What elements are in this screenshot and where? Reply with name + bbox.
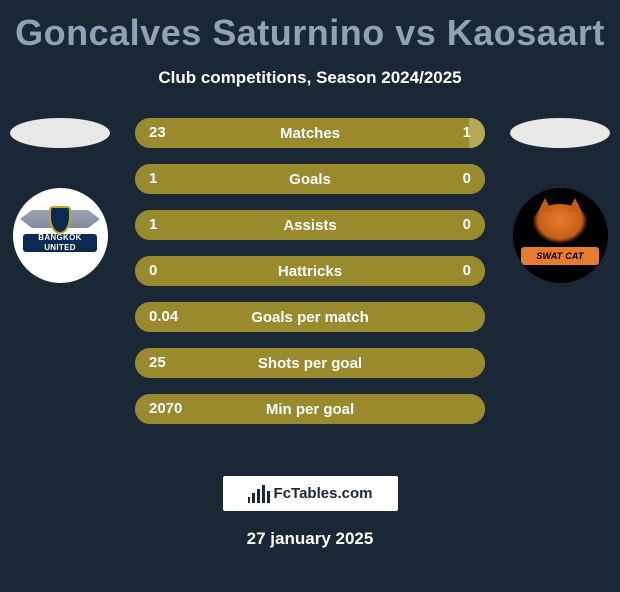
player-left-column: BANGKOK UNITED [0,118,120,283]
stat-cap-right [469,348,485,378]
stat-label: Hattricks [278,263,342,280]
stat-label: Goals per match [251,309,369,326]
stat-value-left: 2070 [149,394,182,424]
footer-brand-text: FcTables.com [274,485,373,502]
player-left-photo-placeholder [10,118,110,148]
stat-value-left: 1 [149,210,157,240]
stat-row: 2070 Min per goal [135,394,485,424]
stat-label: Matches [280,125,340,142]
stat-row: 0.04 Goals per match [135,302,485,332]
badge-left-label: BANGKOK UNITED [23,234,97,252]
badge-left-line2: UNITED [23,243,97,253]
subtitle: Club competitions, Season 2024/2025 [0,68,620,88]
stat-label: Shots per goal [258,355,362,372]
stat-cap-right [469,256,485,286]
page-title: Goncalves Saturnino vs Kaosaart [0,12,620,54]
stat-row: 23 Matches 1 [135,118,485,148]
badge-left-line1: BANGKOK [23,233,97,243]
stat-value-left: 25 [149,348,166,378]
stat-cap-right [469,164,485,194]
stat-cap-right [469,210,485,240]
stat-cap-right [469,118,485,148]
player-right-photo-placeholder [510,118,610,148]
stat-label: Assists [283,217,336,234]
stat-cap-right [469,394,485,424]
stats-list: 23 Matches 1 1 Goals 0 1 Assists 0 0 Hattricks 0 0.0… [135,118,485,424]
stat-value-left: 1 [149,164,157,194]
stat-value-right: 0 [463,256,471,286]
stat-label: Min per goal [266,401,354,418]
date-label: 27 january 2025 [0,529,620,549]
badge-right-label: SWAT CAT [521,247,599,265]
stat-row: 1 Goals 0 [135,164,485,194]
club-badge-left: BANGKOK UNITED [13,188,108,283]
stat-value-left: 0.04 [149,302,178,332]
badge-cat-icon [532,204,588,244]
footer-brand: FcTables.com [223,476,398,511]
stat-cap-right [469,302,485,332]
bars-icon [248,485,270,503]
stat-value-left: 23 [149,118,166,148]
badge-shield-icon [49,206,71,234]
comparison-panel: BANGKOK UNITED SWAT CAT 23 Matches 1 1 Goals… [0,118,620,448]
stat-value-left: 0 [149,256,157,286]
stat-row: 1 Assists 0 [135,210,485,240]
stat-row: 0 Hattricks 0 [135,256,485,286]
player-right-column: SWAT CAT [500,118,620,283]
stat-row: 25 Shots per goal [135,348,485,378]
stat-label: Goals [289,171,331,188]
stat-value-right: 1 [463,118,471,148]
stat-value-right: 0 [463,210,471,240]
badge-right-inner: SWAT CAT [513,188,608,283]
stat-value-right: 0 [463,164,471,194]
club-badge-right: SWAT CAT [513,188,608,283]
